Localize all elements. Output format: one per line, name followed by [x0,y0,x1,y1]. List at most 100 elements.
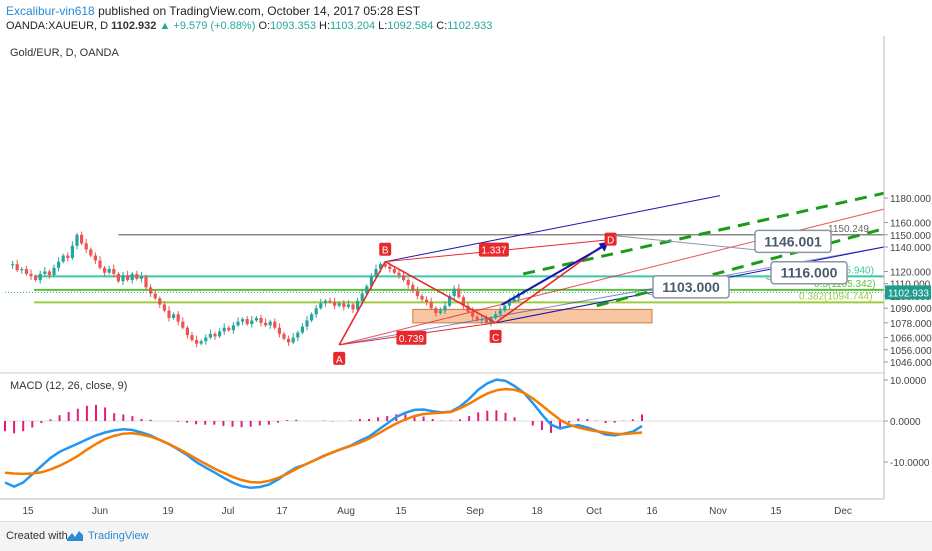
candle-body [57,261,61,268]
candle-body [126,275,130,281]
candle-body [503,305,507,311]
candle-body [452,288,456,296]
chart-header: Excalibur-vin618 published on TradingVie… [0,0,932,36]
author-link[interactable]: Excalibur-vin618 [6,4,95,18]
price-axis-label: 1180.000 [890,194,931,205]
candle-body [162,304,166,311]
candle-body [461,297,465,306]
macd-axis-label: 0.0000 [890,417,921,428]
candle-body [507,300,511,306]
candle-body [43,271,47,274]
chart-canvas[interactable]: Gold/EUR, D, OANDA1150.2490.618(1115.940… [0,36,932,521]
candle-body [420,295,424,300]
candle-body [181,321,185,328]
callout-box [754,229,832,254]
ratio-label: 1.337 [481,246,506,257]
time-axis-label: 19 [162,506,174,517]
candle-body [425,299,429,303]
change-text: ▲ +9.579 (+0.88%) [159,20,256,32]
point-marker-C [489,329,502,343]
time-axis-label: Sep [466,506,484,517]
candle-body [121,275,125,282]
candle-body [287,338,291,343]
candle-body [342,303,346,307]
time-axis-label: 18 [531,506,543,517]
candle-body [319,303,323,309]
candle-body [484,319,488,323]
candle-body [66,255,70,259]
low-value: 1092.584 [387,20,434,32]
candle-body [158,298,162,305]
tradingview-logo-icon [67,531,83,541]
candle-body [245,319,249,325]
candle-body [38,273,42,281]
candle-body [149,287,153,294]
candle-body [11,264,15,266]
candle-body [443,305,447,311]
projection-arrow [501,244,606,306]
macd-axis-label: -10.0000 [890,458,930,469]
point-marker-D [604,232,617,246]
candle-body [213,333,217,337]
candle-body [254,317,258,321]
candle-body [291,337,295,343]
last-price-tag [885,285,931,300]
candle-body [20,269,24,271]
close-label: C: [436,20,448,32]
candle-body [70,245,74,259]
price-pane[interactable]: Gold/EUR, D, OANDA1150.2490.618(1115.940… [0,36,932,499]
candle-body [107,269,111,273]
candle-body [471,311,475,317]
price-axis-label: 1066.000 [890,334,932,345]
candle-body [415,291,419,296]
candle-body [208,333,212,338]
candle-body [369,276,373,287]
candle-body [512,298,516,301]
price-axis-label: 1046.000 [890,358,932,369]
time-axis-label: Oct [586,506,602,517]
candle-body [34,276,38,281]
price-axis-label: 1120.000 [890,267,931,278]
candle-body [116,273,120,282]
level-label-fib-0382: 0.382(1094.744) [799,291,872,302]
level-label-high-line: 1150.249 [828,224,869,235]
price-axis-label: 1110.000 [890,280,931,291]
callout-text: 1146.001 [764,233,822,249]
candle-body [305,320,309,327]
macd-pane[interactable]: MACD (12, 26, close, 9) [4,378,884,490]
created-with-text: Created with [6,530,68,542]
price-axis-label: 1090.000 [890,304,932,315]
candle-body [475,316,479,321]
candle-body [204,337,208,342]
time-axis-label: Dec [834,506,852,517]
pattern-bc [384,260,496,324]
candle-body [356,300,360,310]
time-axis-label: Jul [222,506,235,517]
candle-body [93,255,97,261]
callout-box [652,275,730,299]
tradingview-brand[interactable]: TradingView [88,530,149,542]
candle-body [144,276,148,288]
candle-body [222,327,226,332]
candle-body [277,327,281,334]
candle-body [89,249,93,256]
candle-body [227,327,231,331]
candle-body [236,321,240,326]
candle-body [383,264,387,267]
candle-body [29,273,33,277]
candle-body [310,314,314,321]
candle-body [323,300,327,304]
candle-body [365,286,369,294]
callout-text: 1103.000 [662,279,720,295]
high-label: H: [319,20,331,32]
candle-body [24,269,28,274]
candle-body [264,322,268,326]
candle-body [199,341,203,344]
candle-body [185,327,189,336]
candle-body [218,331,222,337]
candle-body [411,284,415,292]
point-label-A: A [336,355,343,366]
candle-body [176,314,180,322]
candle-body [448,295,452,306]
time-axis-label: Jun [92,506,108,517]
